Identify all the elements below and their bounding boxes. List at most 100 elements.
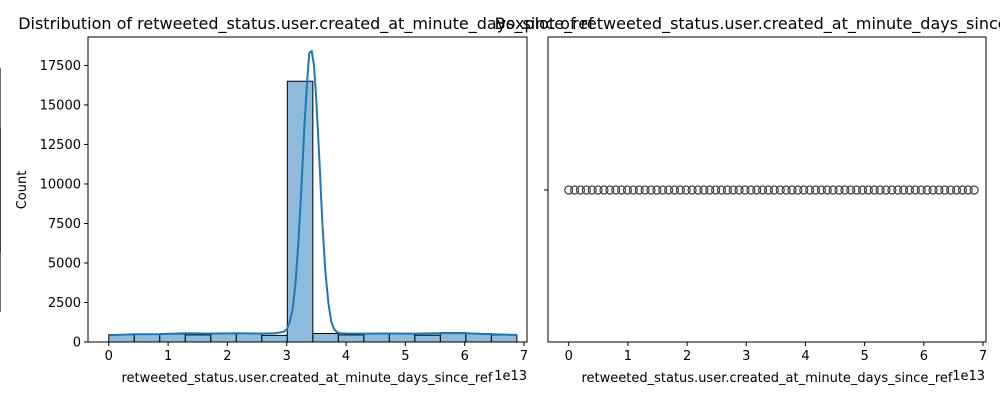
- histogram-y-tick-label: 15000: [40, 98, 81, 113]
- histogram-bar: [184, 334, 212, 343]
- histogram-bar: [261, 334, 288, 343]
- boxplot-x-offset-text: 1e13: [952, 369, 985, 384]
- boxplot-flier: [899, 185, 909, 195]
- boxplot-flier: [781, 185, 791, 195]
- boxplot-flier: [569, 185, 580, 195]
- histogram-y-tick-label: 7500: [48, 217, 81, 232]
- histogram-bar: [490, 334, 518, 343]
- histogram-bar: [159, 333, 186, 343]
- boxplot-flier: [857, 185, 868, 195]
- boxplot-flier: [664, 185, 674, 195]
- histogram-x-tick-label: 6: [461, 349, 469, 364]
- boxplot-flier: [810, 185, 821, 195]
- boxplot-flier: [611, 185, 621, 195]
- histogram-y-axis-label: Count: [15, 171, 30, 210]
- boxplot-x-tick-label: 7: [979, 349, 987, 364]
- histogram-y-tick-label: 10000: [40, 177, 81, 192]
- boxplot-flier: [658, 185, 668, 195]
- kde-curve: [108, 49, 517, 337]
- boxplot-flier: [863, 185, 873, 195]
- histogram-x-tick-label: 1: [164, 349, 172, 364]
- boxplot-flier: [575, 185, 586, 195]
- histogram-x-offset-text: 1e13: [494, 369, 527, 384]
- boxplot-x-axis-label: retweeted_status.user.created_at_minute_…: [581, 371, 952, 386]
- boxplot-flier: [728, 185, 738, 195]
- boxplot-flier: [687, 185, 697, 195]
- boxplot-x-tick-label: 2: [683, 349, 691, 364]
- histogram-title: Distribution of retweeted_status.user.cr…: [18, 14, 594, 34]
- histogram-plot-frame: [87, 36, 528, 343]
- histogram-x-tick-label: 3: [283, 349, 291, 364]
- histogram-bar: [388, 333, 416, 343]
- boxplot-flier: [693, 185, 703, 195]
- boxplot-x-tick-label: 6: [920, 349, 928, 364]
- boxplot-flier: [587, 185, 597, 195]
- boxplot-flier: [822, 185, 832, 195]
- histogram-x-tick-label: 0: [105, 349, 113, 364]
- boxplot-flier: [758, 185, 768, 195]
- histogram-y-tick-label: 12500: [40, 138, 81, 153]
- histogram-bars: [108, 80, 518, 343]
- boxplot-flier: [951, 185, 962, 195]
- boxplot-flier: [669, 185, 680, 195]
- boxplot-flier: [828, 185, 838, 195]
- boxplot-flier: [816, 185, 826, 195]
- boxplot-flier: [705, 185, 715, 195]
- boxplot-flier: [699, 185, 709, 195]
- histogram-x-tick-label: 2: [223, 349, 231, 364]
- boxplot-flier: [793, 185, 803, 195]
- boxplot-flier: [640, 185, 650, 195]
- boxplot-flier: [646, 185, 656, 195]
- boxplot-flier: [934, 185, 944, 195]
- boxplot-flier: [740, 185, 750, 195]
- boxplot-title: Boxplot of retweeted_status.user.created…: [495, 14, 1000, 34]
- boxplot-x-ticks: 0 1 2 3 4 5 6 7: [565, 342, 987, 364]
- boxplot-flier: [963, 185, 973, 195]
- boxplot-flier: [957, 185, 968, 195]
- histogram-y-tick-label: 2500: [48, 296, 81, 311]
- histogram-x-tick-label: 7: [520, 349, 528, 364]
- histogram-y-tick-label: 17500: [40, 59, 81, 74]
- histogram-bar: [363, 333, 390, 343]
- histogram-bar: [414, 334, 441, 343]
- boxplot-flier: [904, 185, 915, 195]
- boxplot-flier: [711, 185, 721, 195]
- boxplot-flier: [946, 185, 956, 195]
- boxplot-x-tick-label: 3: [742, 349, 750, 364]
- boxplot-flier: [869, 185, 879, 195]
- boxplot-flier: [652, 185, 662, 195]
- histogram-bar: [235, 332, 263, 343]
- histogram-y-tick-label: 5000: [48, 256, 81, 271]
- boxplot-flier: [910, 185, 921, 195]
- histogram-bar: [337, 334, 365, 343]
- boxplot-flier: [799, 185, 809, 195]
- boxplot-flier: [834, 185, 844, 195]
- histogram-bar: [312, 332, 339, 343]
- histogram-x-tick-label: 5: [401, 349, 409, 364]
- boxplot-flier: [622, 185, 633, 195]
- histogram-y-ticks: 0 2500 5000 7500 10000 12500 15000 17500: [40, 59, 88, 351]
- histogram-panel: Distribution of retweeted_status.user.cr…: [15, 14, 594, 386]
- boxplot-flier: [681, 185, 691, 195]
- boxplot-x-tick-label: 1: [624, 349, 632, 364]
- boxplot-flier: [881, 185, 891, 195]
- boxplot-fliers: [564, 185, 979, 195]
- boxplot-flier: [564, 185, 574, 195]
- boxplot-flier: [840, 185, 850, 195]
- boxplot-flier: [581, 185, 591, 195]
- boxplot-flier: [893, 185, 903, 195]
- boxplot-flier: [593, 185, 603, 195]
- boxplot-flier: [675, 185, 685, 195]
- boxplot-flier: [716, 185, 727, 195]
- boxplot-flier: [599, 185, 609, 195]
- histogram-x-axis-label: retweeted_status.user.created_at_minute_…: [121, 371, 492, 386]
- boxplot-flier: [928, 185, 938, 195]
- histogram-bar: [133, 333, 161, 343]
- boxplot-flier: [940, 185, 950, 195]
- boxplot-flier: [916, 185, 926, 195]
- boxplot-flier: [752, 185, 762, 195]
- boxplot-flier: [617, 185, 627, 195]
- boxplot-flier: [846, 185, 856, 195]
- boxplot-flier: [805, 185, 815, 195]
